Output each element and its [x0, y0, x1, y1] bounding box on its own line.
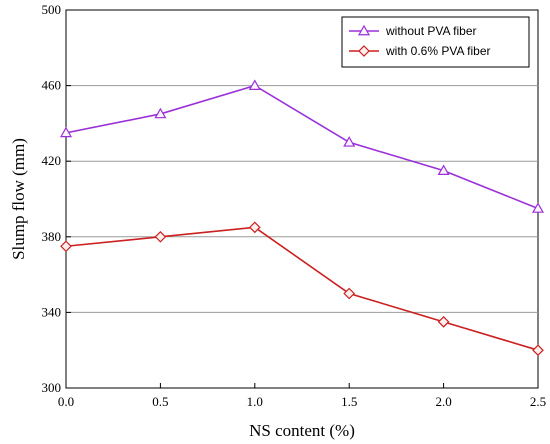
legend-label: without PVA fiber — [385, 24, 477, 38]
legend-label: with 0.6% PVA fiber — [385, 44, 491, 58]
series-line — [65, 226, 539, 351]
x-axis-ticks: 0.0 0.5 1.0 1.5 2.0 2.5 — [58, 383, 546, 409]
y-tick-label: 500 — [42, 2, 62, 17]
series-line — [65, 84, 539, 210]
data-point — [343, 136, 356, 147]
data-point — [60, 240, 72, 253]
x-tick-label: 0.0 — [58, 394, 74, 409]
y-axis-ticks: 300 340 380 420 460 500 — [42, 2, 71, 395]
data-point — [531, 202, 545, 213]
legend: without PVA fiber with 0.6% PVA fiber — [341, 16, 530, 68]
y-tick-label: 460 — [42, 78, 62, 93]
series-layer — [59, 79, 545, 357]
series-2 — [60, 221, 544, 357]
legend-marker — [357, 24, 371, 36]
data-point — [248, 221, 261, 234]
legend-box — [341, 16, 530, 68]
gridlines — [66, 85, 538, 313]
data-point — [59, 126, 73, 138]
y-tick-label: 380 — [42, 229, 62, 244]
x-axis-title: NS content (%) — [249, 421, 355, 440]
data-point — [437, 164, 450, 175]
y-tick-label: 420 — [42, 153, 62, 168]
series-1 — [59, 79, 545, 213]
data-point — [437, 316, 450, 328]
data-point — [154, 230, 167, 243]
y-axis-title: Slump flow (mm) — [9, 138, 28, 260]
data-point — [248, 79, 261, 90]
data-point — [532, 344, 544, 357]
x-tick-label: 2.5 — [530, 394, 546, 409]
x-tick-label: 0.5 — [152, 394, 168, 409]
x-tick-label: 2.0 — [435, 394, 451, 409]
y-tick-label: 340 — [42, 304, 62, 319]
plot-area — [65, 9, 539, 389]
x-tick-label: 1.0 — [247, 394, 263, 409]
x-tick-label: 1.5 — [341, 394, 357, 409]
y-tick-label: 300 — [42, 380, 62, 395]
data-point — [154, 107, 167, 119]
data-point — [343, 287, 356, 300]
legend-marker — [358, 45, 370, 57]
